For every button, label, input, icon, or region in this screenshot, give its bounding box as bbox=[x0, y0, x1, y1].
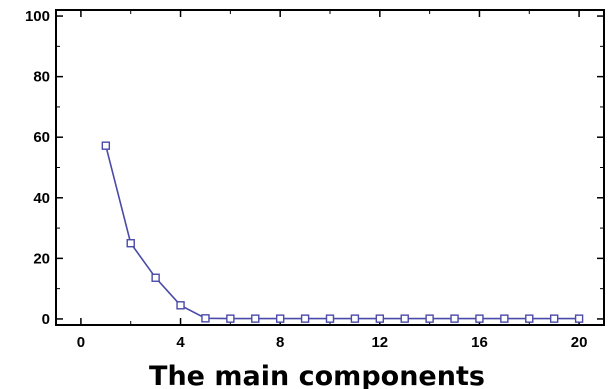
data-point bbox=[500, 314, 509, 323]
x-axis-title: The main components bbox=[149, 361, 485, 389]
data-point bbox=[126, 239, 135, 248]
data-point bbox=[251, 314, 260, 323]
data-point bbox=[549, 314, 559, 323]
y-axis: 0 20 40 60 80 100 bbox=[25, 8, 604, 328]
y-tick-label: 40 bbox=[33, 190, 50, 207]
x-tick-label: 12 bbox=[371, 334, 388, 351]
y-tick-label: 80 bbox=[33, 69, 50, 86]
y-tick-label: 0 bbox=[42, 311, 50, 328]
data-point bbox=[375, 314, 385, 323]
data-point bbox=[226, 314, 235, 323]
data-point bbox=[400, 314, 409, 323]
data-point bbox=[300, 314, 310, 323]
y-tick-label: 60 bbox=[33, 129, 50, 146]
plot-frame bbox=[55, 9, 605, 326]
x-axis: 0 4 8 12 16 20 bbox=[77, 10, 588, 351]
data-point bbox=[525, 314, 534, 323]
x-tick-label: 0 bbox=[77, 334, 85, 351]
y-tick-label: 20 bbox=[33, 250, 50, 267]
x-tick-label: 8 bbox=[276, 334, 284, 351]
series-line bbox=[105, 145, 580, 320]
data-point bbox=[325, 314, 335, 323]
data-point bbox=[425, 314, 434, 323]
data-point bbox=[101, 141, 111, 150]
data-point bbox=[275, 314, 285, 323]
data-point bbox=[574, 314, 584, 323]
series-layer bbox=[101, 141, 584, 323]
x-tick-label: 16 bbox=[471, 334, 488, 351]
data-point bbox=[201, 314, 210, 323]
x-tick-label: 20 bbox=[571, 334, 588, 351]
data-point bbox=[176, 301, 185, 310]
data-point bbox=[151, 273, 160, 282]
data-point bbox=[475, 314, 484, 323]
data-point bbox=[450, 314, 459, 323]
data-point bbox=[350, 314, 360, 323]
y-tick-label: 100 bbox=[25, 8, 50, 25]
x-tick-label: 4 bbox=[176, 334, 185, 351]
